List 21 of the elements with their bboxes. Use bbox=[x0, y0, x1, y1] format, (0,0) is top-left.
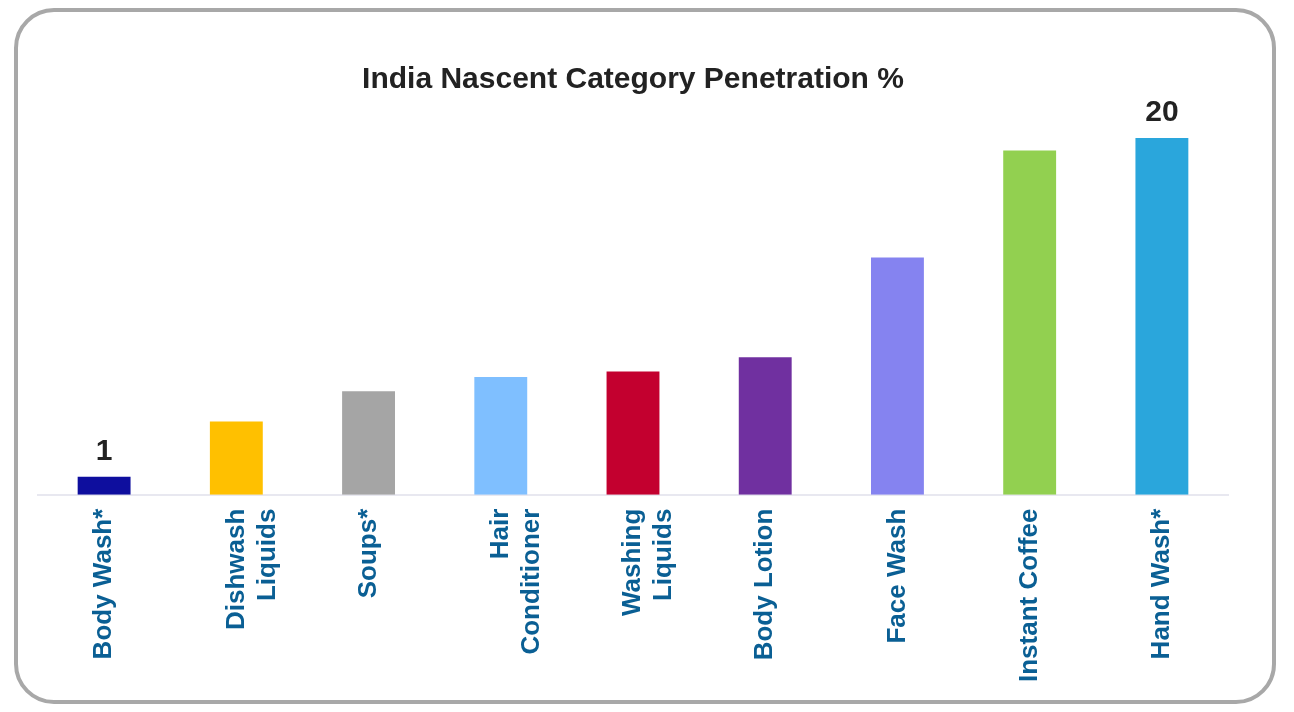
bar bbox=[209, 421, 263, 495]
bar bbox=[474, 376, 528, 495]
chart-title: India Nascent Category Penetration % bbox=[362, 61, 904, 95]
bar bbox=[77, 476, 131, 495]
bar bbox=[738, 357, 792, 495]
x-tick-label: Soups* bbox=[351, 507, 382, 599]
x-tick-label: Washing Liquids bbox=[616, 508, 678, 617]
x-tick-label: Body Wash* bbox=[87, 507, 118, 660]
bar bbox=[1135, 138, 1189, 495]
data-label: 20 bbox=[1145, 94, 1179, 128]
bar bbox=[342, 391, 395, 495]
x-tick-label: Dishwash Liquids bbox=[219, 508, 281, 631]
bar bbox=[871, 257, 924, 495]
x-tick-label: Instant Coffee bbox=[1012, 508, 1043, 682]
x-tick-label: Face Wash bbox=[880, 508, 911, 644]
x-tick-label: Hand Wash* bbox=[1145, 507, 1176, 660]
x-tick-label: Hair Conditioner bbox=[483, 508, 546, 655]
bar bbox=[1003, 150, 1057, 495]
data-label: 1 bbox=[95, 433, 113, 467]
x-tick-label: Body Lotion bbox=[748, 508, 779, 661]
bar bbox=[606, 371, 660, 495]
